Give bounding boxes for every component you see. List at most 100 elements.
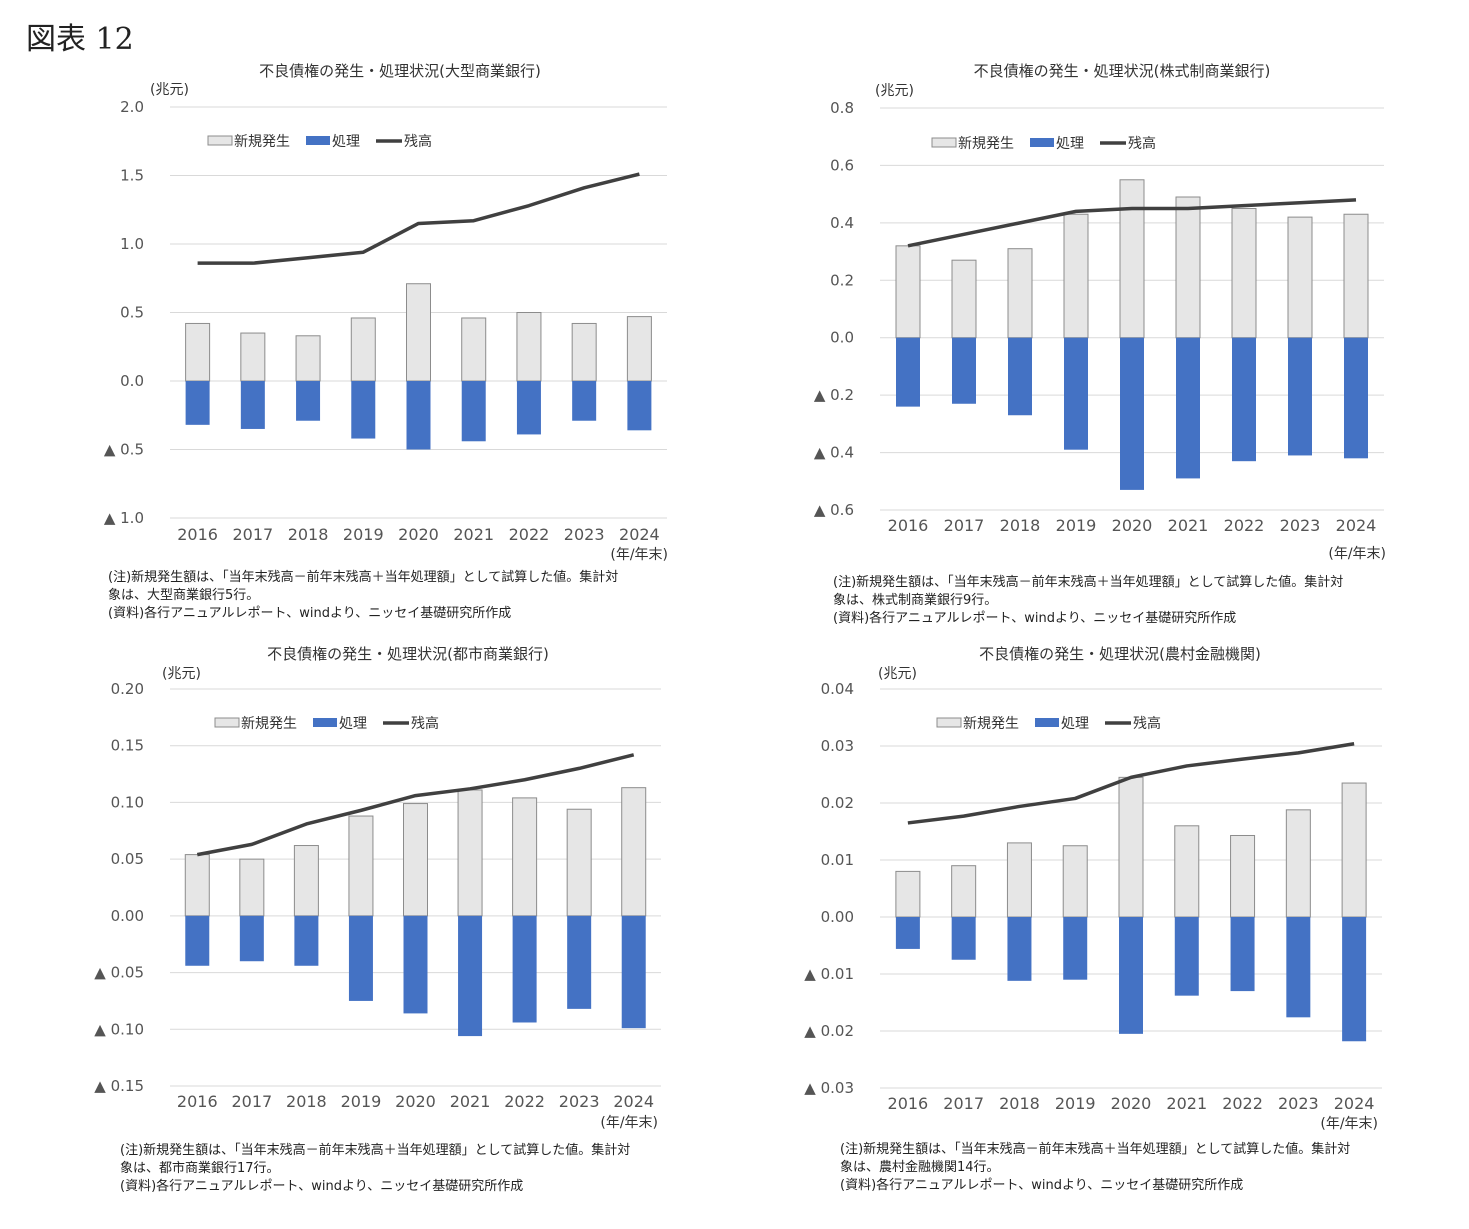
x-tick-label: 2022 <box>1224 516 1265 535</box>
y-unit-label: (兆元) <box>150 82 189 98</box>
bar-disposal-2021 <box>461 381 486 442</box>
x-tick-label: 2019 <box>341 1092 382 1111</box>
bar-new-2022 <box>1231 208 1257 339</box>
bar-new-2020 <box>1118 776 1144 918</box>
legend-label-disposal: 処理 <box>339 716 367 732</box>
x-tick-label: 2017 <box>943 1094 984 1113</box>
chart-note-large-banks: (注)新規発生額は、「当年末残高－前年末残高＋当年処理額」として試算した値。集計… <box>108 569 618 623</box>
note-line: 象は、株式制商業銀行9行。 <box>833 593 998 608</box>
bar-new-2017 <box>951 259 977 339</box>
note-line: (注)新規発生額は、「当年末残高－前年末残高＋当年処理額」として試算した値。集計… <box>840 1142 1351 1157</box>
bar-new-2019 <box>1062 845 1088 918</box>
bar-new-2016 <box>184 854 210 917</box>
legend-swatch-new <box>931 137 957 148</box>
bar-new-2021 <box>1175 196 1201 339</box>
bar-disposal-2024 <box>621 915 646 1029</box>
note-line: (注)新規発生額は、「当年末残高－前年末残高＋当年処理額」として試算した値。集計… <box>108 570 619 585</box>
bar-disposal-2023 <box>1286 917 1311 1018</box>
bar-new-2016 <box>895 245 921 339</box>
legend-label-new: 新規発生 <box>234 134 290 150</box>
y-tick-label: ▲ 0.15 <box>94 1077 144 1095</box>
x-tick-label: 2021 <box>450 1092 491 1111</box>
bar-disposal-2016 <box>895 917 920 949</box>
legend-swatch-disposal <box>313 718 337 727</box>
x-unit-label: (年/年末) <box>610 547 668 563</box>
legend-label-balance: 残高 <box>404 133 432 150</box>
bar-new-2023 <box>1287 216 1313 339</box>
x-tick-label: 2020 <box>395 1092 436 1111</box>
y-tick-label: ▲ 0.05 <box>94 964 144 982</box>
y-tick-label: 0.5 <box>120 304 144 322</box>
x-tick-label: 2018 <box>999 1094 1040 1113</box>
y-tick-label: 0.20 <box>111 680 144 698</box>
x-tick-label: 2024 <box>1334 1094 1375 1113</box>
bar-disposal-2021 <box>458 915 483 1037</box>
x-tick-label: 2021 <box>1168 516 1209 535</box>
x-tick-label: 2024 <box>1336 516 1377 535</box>
bar-disposal-2017 <box>240 381 265 429</box>
y-tick-label: 0.02 <box>821 794 854 812</box>
bar-disposal-2020 <box>1120 337 1144 490</box>
x-tick-label: 2023 <box>1280 516 1321 535</box>
legend-label-disposal: 処理 <box>332 134 360 150</box>
x-tick-label: 2018 <box>286 1092 327 1111</box>
x-unit-label: (年/年末) <box>1320 1116 1378 1132</box>
legend-label-balance: 残高 <box>1133 715 1161 732</box>
x-tick-label: 2022 <box>1222 1094 1263 1113</box>
bar-disposal-2023 <box>1288 337 1312 456</box>
y-tick-label: 0.03 <box>821 737 854 755</box>
legend-swatch-disposal <box>1030 138 1054 147</box>
legend-label-balance: 残高 <box>411 715 439 732</box>
legend-label-new: 新規発生 <box>963 716 1019 732</box>
note-line: (注)新規発生額は、「当年末残高－前年末残高＋当年処理額」として試算した値。集計… <box>833 575 1344 590</box>
bar-disposal-2018 <box>1008 337 1032 416</box>
x-tick-label: 2019 <box>343 525 384 544</box>
x-unit-label: (年/年末) <box>600 1115 658 1131</box>
bar-disposal-2016 <box>896 337 920 407</box>
y-tick-label: ▲ 0.4 <box>814 444 854 462</box>
bar-disposal-2022 <box>516 381 541 435</box>
bar-new-2022 <box>1230 834 1256 918</box>
bar-new-2021 <box>461 317 487 382</box>
bar-new-2022 <box>516 312 542 382</box>
bar-new-2024 <box>626 316 652 382</box>
x-tick-label: 2016 <box>888 516 929 535</box>
line-balance <box>197 172 640 265</box>
x-tick-label: 2018 <box>288 525 329 544</box>
y-tick-label: 0.0 <box>120 372 144 390</box>
x-tick-label: 2023 <box>564 525 605 544</box>
bar-disposal-2019 <box>351 381 376 439</box>
y-tick-label: ▲ 1.0 <box>104 509 144 527</box>
y-unit-label: (兆元) <box>875 83 914 99</box>
bar-disposal-2020 <box>1119 917 1143 1034</box>
x-tick-label: 2019 <box>1056 516 1097 535</box>
y-tick-label: 1.5 <box>120 167 144 185</box>
y-tick-label: ▲ 0.03 <box>804 1079 854 1097</box>
y-unit-label: (兆元) <box>162 666 201 682</box>
x-tick-label: 2017 <box>232 525 273 544</box>
legend-label-new: 新規発生 <box>958 136 1014 152</box>
bar-disposal-2024 <box>627 381 652 431</box>
bar-new-2016 <box>185 322 211 382</box>
bar-disposal-2023 <box>572 381 597 421</box>
y-tick-label: 0.8 <box>830 99 854 117</box>
x-tick-label: 2022 <box>504 1092 545 1111</box>
y-tick-label: ▲ 0.10 <box>94 1020 144 1038</box>
note-line: 象は、農村金融機関14行。 <box>840 1160 1000 1175</box>
note-line: (資料)各行アニュアルレポート、windより、ニッセイ基礎研究所作成 <box>108 606 512 621</box>
x-unit-label: (年/年末) <box>1328 546 1386 562</box>
bar-disposal-2017 <box>239 915 264 962</box>
bar-disposal-2019 <box>1064 337 1088 450</box>
legend-label-new: 新規発生 <box>241 716 297 732</box>
y-tick-label: 0.01 <box>821 851 854 869</box>
legend-swatch-new <box>214 717 240 728</box>
legend-label-balance: 残高 <box>1128 135 1156 152</box>
y-tick-label: ▲ 0.2 <box>814 386 854 404</box>
bar-disposal-2022 <box>1230 917 1255 992</box>
y-tick-label: 0.4 <box>830 214 854 232</box>
bar-disposal-2017 <box>952 337 976 404</box>
chart-note-city-banks: (注)新規発生額は、「当年末残高－前年末残高＋当年処理額」として試算した値。集計… <box>120 1142 630 1196</box>
bar-disposal-2023 <box>567 915 592 1009</box>
bar-new-2022 <box>512 797 538 917</box>
